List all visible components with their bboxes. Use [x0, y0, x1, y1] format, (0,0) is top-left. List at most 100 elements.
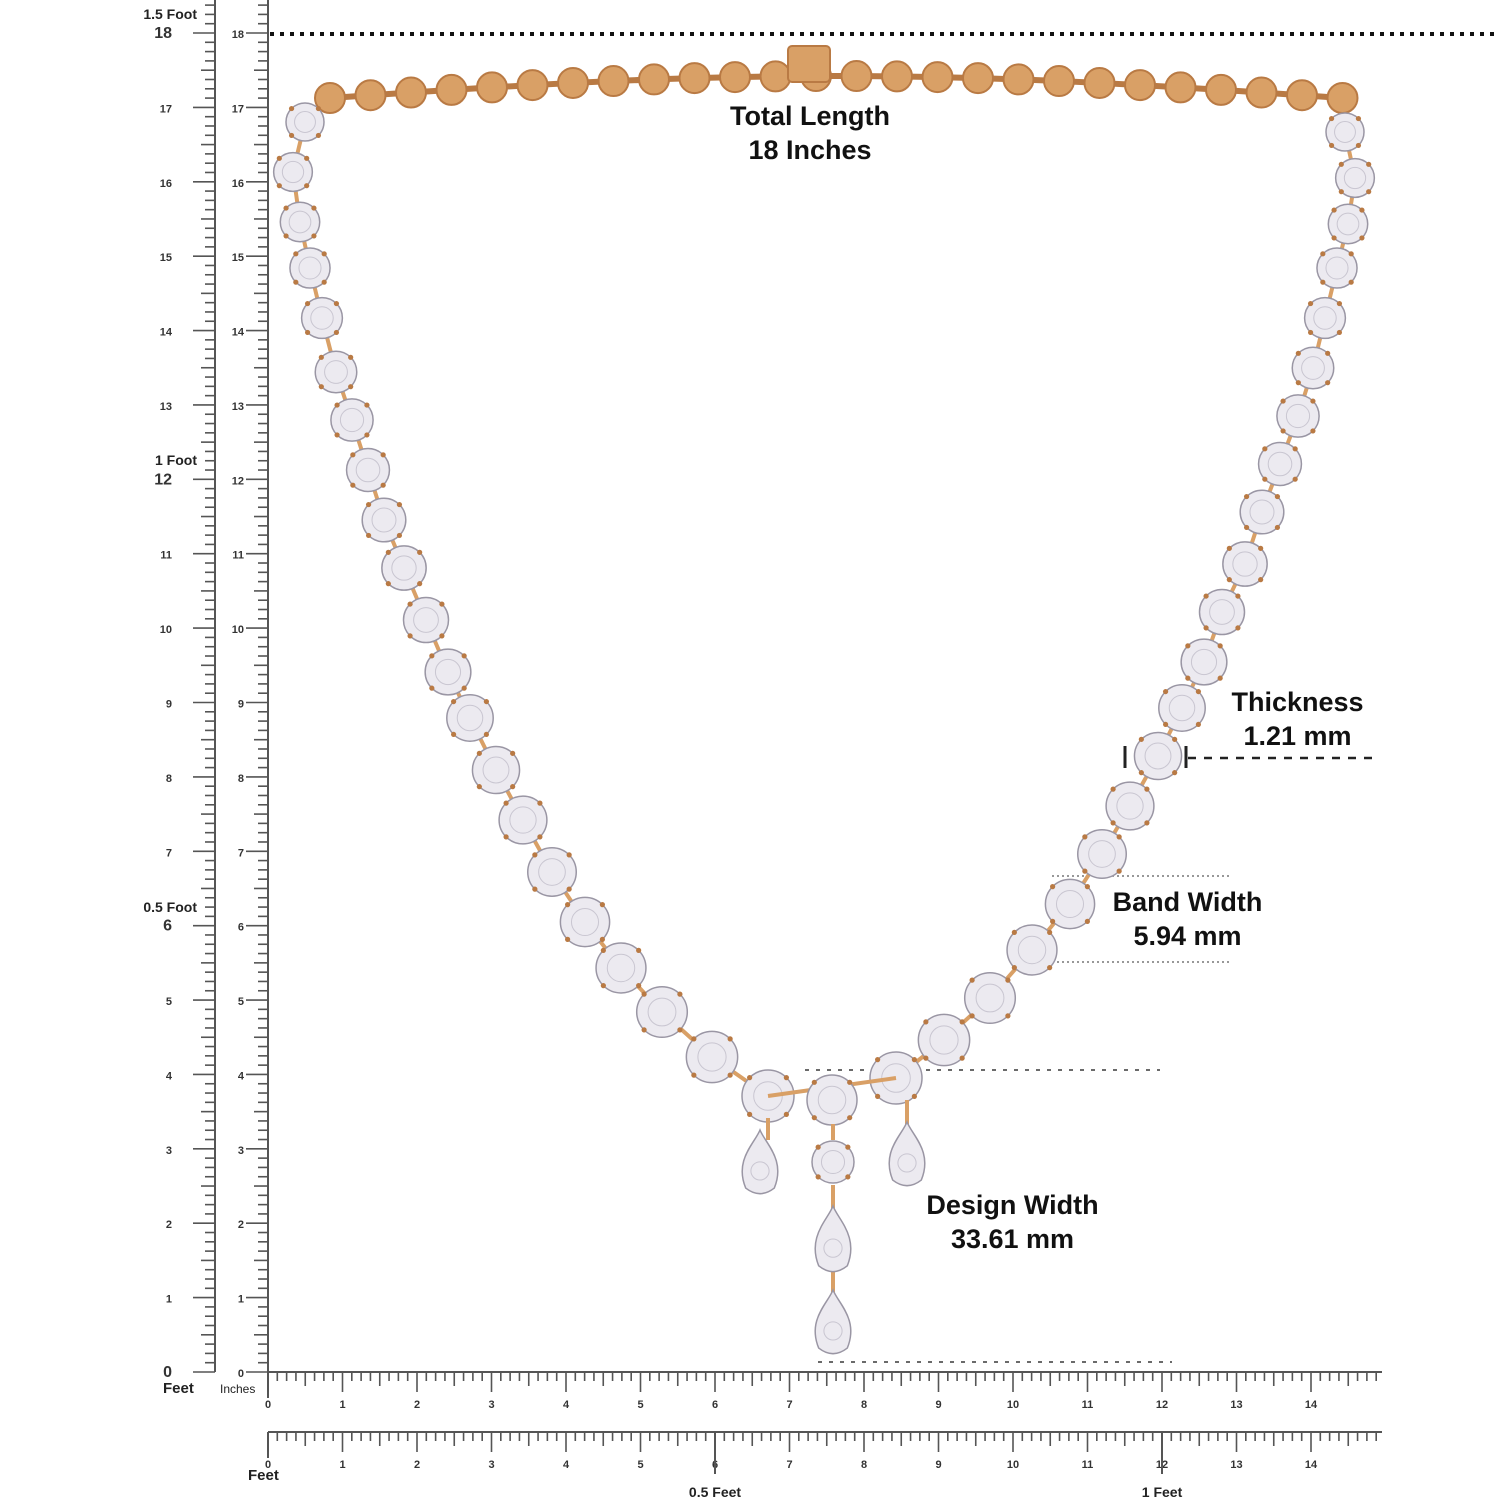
- ruler-inch-label: 1: [238, 1294, 244, 1306]
- tennis-chain-link: [290, 121, 770, 1098]
- ruler-inch-label: 4: [238, 1070, 245, 1082]
- ruler-inch-label: 12: [1156, 1399, 1168, 1411]
- diamond-facet: [339, 407, 365, 433]
- diamond-facet: [371, 507, 397, 533]
- diamond-prong: [1310, 398, 1316, 404]
- ruler-inch-label: 14: [1305, 1399, 1318, 1411]
- chain-plate: [1245, 76, 1278, 109]
- diamond-prong: [1292, 476, 1298, 482]
- diamond-prong: [1243, 493, 1250, 500]
- diamond-prong: [396, 501, 403, 508]
- ruler-inch-label: 3: [238, 1145, 244, 1157]
- diamond-prong: [350, 452, 356, 458]
- diamond-prong: [565, 936, 571, 942]
- diamond-stone: [471, 745, 521, 795]
- ruler-inch-label: 9: [935, 1459, 941, 1471]
- round-diamond: [559, 896, 611, 948]
- round-diamond: [498, 795, 548, 845]
- diamond-facet: [456, 704, 484, 732]
- diamond-prong: [283, 205, 289, 211]
- measurement-guides: [270, 32, 1500, 1363]
- ruler-inch-label: 0: [163, 1364, 172, 1381]
- diamond-prong: [959, 1055, 965, 1061]
- diamond-prong: [304, 183, 310, 189]
- diamond-prong: [1328, 115, 1335, 122]
- diamond-stone: [1133, 731, 1183, 781]
- diamond-prong: [783, 1075, 789, 1081]
- diamond-prong: [1116, 834, 1122, 840]
- chain-plate: [557, 66, 589, 99]
- diamond-prong: [483, 731, 490, 738]
- diamond-prong: [288, 105, 295, 112]
- ruler-inch-label: 13: [1230, 1459, 1242, 1471]
- diamond-prong: [385, 581, 391, 587]
- thickness-value: 1.21 mm: [1243, 720, 1352, 751]
- diamond-prong: [727, 1036, 733, 1042]
- diamond-prong: [1295, 380, 1301, 386]
- diamond-stone: [446, 694, 494, 742]
- ruler-inch-label: 17: [160, 103, 172, 115]
- diamond-stone: [279, 201, 321, 243]
- diamond-facet: [1285, 403, 1311, 429]
- pendant-round-diamond: [811, 1140, 855, 1184]
- round-diamond: [1276, 394, 1320, 438]
- diamond-stone: [424, 648, 472, 696]
- diamond-prong: [364, 402, 370, 408]
- diamond-facet: [413, 607, 439, 633]
- diamond-prong: [677, 991, 683, 997]
- diamond-facet: [1116, 792, 1144, 820]
- diamond-prong: [304, 329, 311, 336]
- chain-plate: [962, 62, 994, 95]
- ruler-inch-label: 10: [1007, 1399, 1019, 1411]
- diamond-stone: [1257, 441, 1303, 487]
- diamond-stone: [1327, 203, 1369, 245]
- diamond-prong: [1084, 918, 1090, 924]
- diamond-prong: [321, 279, 327, 285]
- ruler-inch-label: 14: [232, 327, 245, 339]
- band-width-value: 5.94 mm: [1133, 920, 1242, 951]
- round-diamond: [471, 745, 521, 795]
- diamond-prong: [1235, 625, 1241, 631]
- ruler-inch-label: 15: [160, 252, 172, 264]
- diamond-prong: [1243, 524, 1250, 531]
- diamond-prong: [1226, 545, 1232, 551]
- diamond-prong: [532, 852, 538, 858]
- diamond-facet: [482, 756, 510, 784]
- ruler-inch-label: 2: [238, 1219, 244, 1231]
- round-diamond: [1044, 878, 1096, 930]
- diamond-facet: [288, 210, 312, 234]
- diamond-facet: [1336, 212, 1360, 236]
- diamond-prong: [847, 1079, 853, 1085]
- vertical-feet-mark-label: 1.5 Foot: [143, 6, 197, 22]
- diamond-prong: [1144, 820, 1150, 826]
- diamond-stone: [1044, 878, 1096, 930]
- diamond-facet: [509, 806, 537, 834]
- ruler-inch-label: 4: [166, 1070, 173, 1082]
- round-diamond: [424, 648, 472, 696]
- vertical-feet-axis-label: Feet: [163, 1380, 194, 1397]
- ruler-inch-label: 14: [160, 327, 173, 339]
- diamond-facet: [281, 160, 305, 184]
- diamond-facet: [324, 360, 348, 384]
- round-diamond: [1257, 441, 1303, 487]
- round-diamond: [381, 545, 427, 591]
- diamond-prong: [1274, 524, 1281, 531]
- diamond-prong: [288, 132, 295, 139]
- diamond-stone: [1334, 157, 1376, 199]
- chain-plate: [476, 71, 508, 104]
- diamond-prong: [1050, 918, 1056, 924]
- ruler-inch-label: 6: [712, 1399, 718, 1411]
- ruler-inch-label: 0: [265, 1459, 271, 1471]
- ruler-inch-label: 7: [786, 1459, 792, 1471]
- round-diamond: [635, 985, 689, 1039]
- diamond-prong: [461, 685, 467, 691]
- diamond-prong: [566, 886, 572, 892]
- diamond-prong: [1185, 675, 1191, 681]
- diamond-stone: [685, 1030, 739, 1084]
- diamond-prong: [636, 983, 642, 989]
- diamond-prong: [1172, 770, 1178, 776]
- diamond-prong: [1325, 380, 1331, 386]
- diamond-prong: [483, 698, 490, 705]
